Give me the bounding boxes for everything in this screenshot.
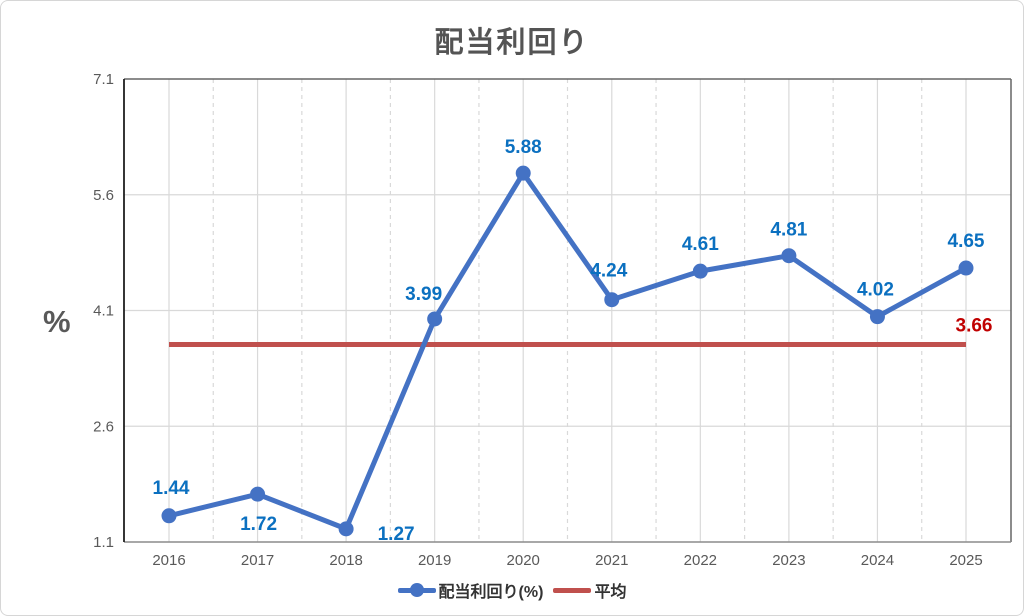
y-tick-label: 1.1 — [93, 534, 114, 551]
x-tick-label: 2020 — [507, 552, 540, 569]
data-label: 1.72 — [240, 514, 277, 535]
x-tick-label: 2024 — [861, 552, 894, 569]
data-point-marker — [958, 260, 974, 276]
data-point-marker — [515, 165, 531, 181]
data-label: 5.88 — [505, 137, 542, 158]
y-tick-label: 2.6 — [93, 418, 114, 435]
x-tick-label: 2018 — [329, 552, 362, 569]
y-tick-label: 7.1 — [93, 71, 114, 88]
legend-item-series: 配当利回り(%) — [397, 578, 544, 602]
x-tick-label: 2021 — [595, 552, 628, 569]
y-tick-label: 4.1 — [93, 303, 114, 320]
series-line-marker-swatch — [397, 583, 436, 597]
data-point-marker — [781, 248, 797, 264]
average-line-swatch — [553, 587, 592, 593]
average-label: 3.66 — [956, 315, 993, 336]
legend: 配当利回り(%) 平均 — [1, 578, 1023, 602]
x-tick-label: 2017 — [241, 552, 274, 569]
average-legend-label: 平均 — [594, 584, 627, 601]
data-label: 1.27 — [378, 524, 415, 545]
data-point-marker — [161, 508, 177, 524]
y-tick-label: 5.6 — [93, 187, 114, 204]
data-label: 4.61 — [682, 234, 719, 255]
x-tick-label: 2016 — [152, 552, 185, 569]
legend-item-average: 平均 — [553, 578, 626, 602]
series-legend-label: 配当利回り(%) — [438, 584, 544, 601]
data-point-marker — [427, 311, 443, 327]
data-label: 4.24 — [590, 261, 627, 282]
data-point-marker — [692, 263, 708, 279]
x-tick-label: 2023 — [772, 552, 805, 569]
data-label: 4.65 — [948, 231, 985, 252]
data-point-marker — [869, 309, 885, 325]
x-tick-label: 2025 — [949, 552, 982, 569]
data-label: 4.81 — [770, 220, 807, 241]
y-axis-title: % — [43, 304, 71, 339]
data-label: 1.44 — [153, 478, 190, 499]
data-point-marker — [604, 292, 620, 308]
chart-title: 配当利回り — [434, 27, 590, 59]
data-label: 4.02 — [857, 280, 894, 301]
data-point-marker — [338, 521, 354, 537]
data-label: 3.99 — [405, 284, 442, 305]
x-tick-label: 2022 — [684, 552, 717, 569]
data-point-marker — [250, 486, 266, 502]
series-line — [166, 170, 969, 532]
x-tick-label: 2019 — [418, 552, 451, 569]
series-marker-dot-icon — [409, 583, 424, 597]
